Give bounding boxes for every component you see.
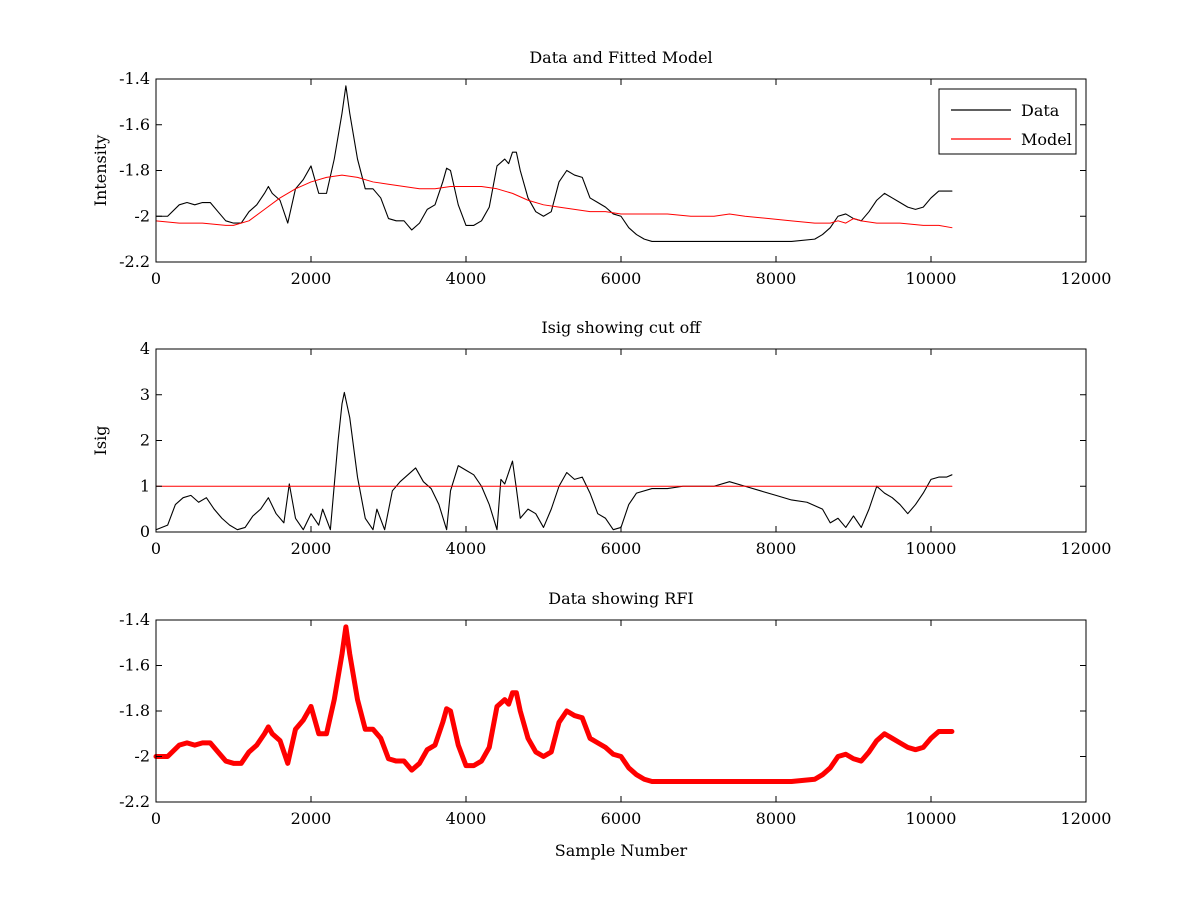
- legend: Data Model: [938, 88, 1077, 155]
- y-axis-label: Isig: [91, 426, 110, 456]
- x-tick-label: 8000: [756, 809, 797, 828]
- x-tick-label: 12000: [1061, 269, 1112, 288]
- axes-2: 0 2000 4000 6000 8000 10000 12000 0 1 2 3 4 Isig sho…: [91, 318, 1111, 558]
- y-tick-label: 1: [140, 476, 150, 495]
- x-axis-label: Sample Number: [555, 841, 688, 860]
- axes-frame: [155, 619, 1087, 803]
- axes-1: 0 2000 4000 6000 8000 10000 12000 -1.4 -1.6 -1.8 -…: [91, 48, 1111, 288]
- legend-entry: Model: [1021, 130, 1072, 149]
- legend-box: [938, 88, 1077, 155]
- x-tick-label: 6000: [601, 539, 642, 558]
- x-tick-label: 0: [151, 539, 161, 558]
- x-tick-label: 8000: [756, 269, 797, 288]
- y-tick-label: -2.2: [119, 792, 150, 811]
- y-tick-label: -2.2: [119, 252, 150, 271]
- y-tick-label: -1.6: [119, 656, 150, 675]
- y-axis-label: Intensity: [91, 135, 110, 207]
- y-tick-label: 3: [140, 385, 150, 404]
- y-tick-label: -2: [134, 747, 150, 766]
- x-tick-label: 4000: [446, 539, 487, 558]
- y-tick-label: 2: [140, 431, 150, 450]
- x-tick-label: 10000: [906, 539, 957, 558]
- y-tick-label: -1.8: [119, 701, 150, 720]
- x-tick-label: 0: [151, 269, 161, 288]
- legend-entry: Data: [1021, 101, 1060, 120]
- axes-frame: [155, 348, 1087, 533]
- x-tick-label: 10000: [906, 269, 957, 288]
- axes-3: 0 2000 4000 6000 8000 10000 12000 -1.4 -1.6 -1.8 -…: [119, 589, 1111, 860]
- chart-title: Data showing RFI: [548, 589, 693, 608]
- y-tick-label: -1.4: [119, 69, 150, 88]
- x-tick-label: 2000: [291, 809, 332, 828]
- chart-title: Isig showing cut off: [541, 318, 702, 337]
- series-line-1: [155, 391, 953, 531]
- y-tick-label: -1.8: [119, 161, 150, 180]
- x-tick-label: 2000: [291, 269, 332, 288]
- x-tick-label: 12000: [1061, 539, 1112, 558]
- x-tick-label: 8000: [756, 539, 797, 558]
- y-tick-label: 0: [140, 522, 150, 541]
- series-line-model: [155, 174, 953, 229]
- y-tick-label: -1.4: [119, 610, 150, 629]
- x-tick-label: 4000: [446, 269, 487, 288]
- x-tick-label: 6000: [601, 269, 642, 288]
- x-tick-label: 0: [151, 809, 161, 828]
- x-tick-label: 6000: [601, 809, 642, 828]
- series-line-data: [155, 85, 953, 242]
- x-tick-label: 10000: [906, 809, 957, 828]
- y-tick-label: -1.6: [119, 115, 150, 134]
- x-tick-label: 2000: [291, 539, 332, 558]
- chart-title: Data and Fitted Model: [529, 48, 712, 67]
- y-tick-label: -2: [134, 206, 150, 225]
- y-tick-label: 4: [140, 339, 150, 358]
- x-tick-label: 12000: [1061, 809, 1112, 828]
- series-line-1: [153, 624, 955, 785]
- x-tick-label: 4000: [446, 809, 487, 828]
